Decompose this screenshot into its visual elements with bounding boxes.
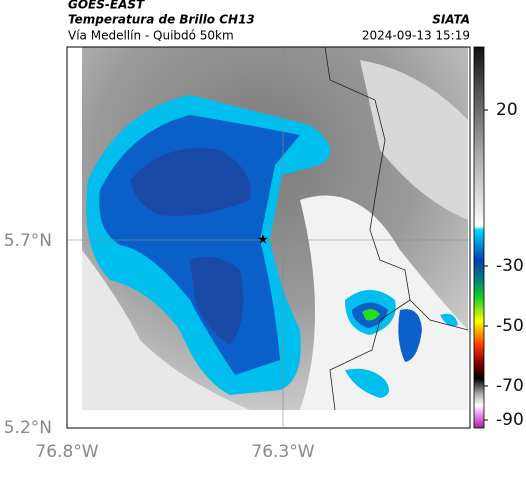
colorbar-tick-label: 20 <box>496 100 518 120</box>
title: Temperatura de Brillo CH13 <box>68 13 255 27</box>
product: GOES-EAST <box>68 0 145 12</box>
location-marker: ★ <box>257 233 269 248</box>
colorbar-tick-label: -50 <box>496 316 524 336</box>
colorbar <box>473 46 485 429</box>
satellite-image <box>82 47 468 410</box>
colorbar-ticks: 20 -30 -50 -70 -90 <box>484 100 524 430</box>
map-frame <box>66 46 471 429</box>
x-tick-label: 76.3°W <box>251 442 314 462</box>
subtitle: Vía Medellín - Quibdó 50km <box>68 29 234 43</box>
colorbar-tick-label: -70 <box>496 376 524 396</box>
source: SIATA <box>432 13 470 27</box>
x-tick-label: 76.8°W <box>35 442 98 462</box>
y-tick-label: 5.2°N <box>4 418 52 438</box>
y-tick-label: 5.7°N <box>4 231 52 251</box>
colorbar-tick-label: -30 <box>496 256 524 276</box>
datetime: 2024-09-13 15:19 <box>362 29 470 43</box>
colorbar-tick-label: -90 <box>496 410 524 430</box>
